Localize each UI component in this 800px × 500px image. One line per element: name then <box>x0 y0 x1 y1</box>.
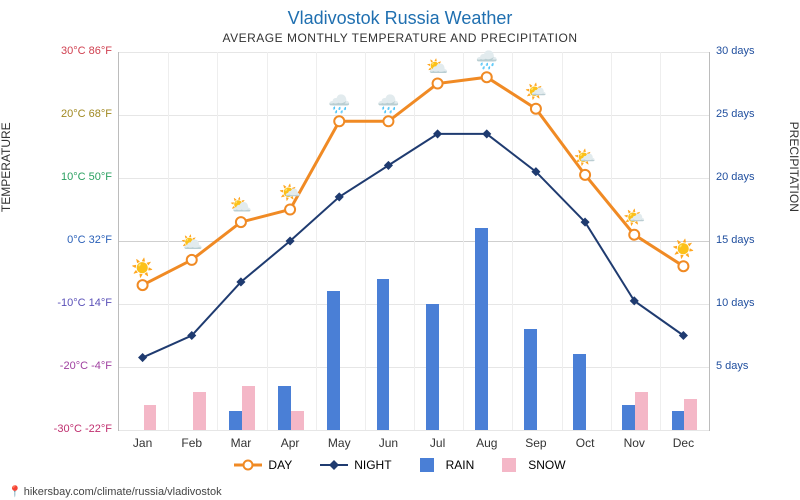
source-url: 📍hikersbay.com/climate/russia/vladivosto… <box>8 485 222 498</box>
snow-bar <box>193 392 206 430</box>
x-tick: Aug <box>476 436 497 450</box>
right-tick: 10 days <box>716 297 755 309</box>
rain-bar <box>229 411 242 430</box>
left-tick: 30°C 86°F <box>34 45 112 57</box>
left-tick: 20°C 68°F <box>34 108 112 120</box>
x-tick: Nov <box>624 436 645 450</box>
legend: DAY NIGHT RAIN SNOW <box>0 458 800 475</box>
legend-item: DAY <box>234 458 292 472</box>
chart-subtitle: AVERAGE MONTHLY TEMPERATURE AND PRECIPIT… <box>0 31 800 45</box>
x-tick: May <box>328 436 351 450</box>
rain-bar <box>426 304 439 430</box>
rain-bar <box>672 411 685 430</box>
legend-item: SNOW <box>502 458 565 472</box>
plot-area <box>118 52 710 431</box>
left-tick: -20°C -4°F <box>34 360 112 372</box>
x-tick: Apr <box>281 436 300 450</box>
right-tick: 25 days <box>716 108 755 120</box>
x-tick: Jun <box>379 436 398 450</box>
rain-bar <box>524 329 537 430</box>
snow-bar <box>144 405 157 430</box>
snow-bar <box>291 411 304 430</box>
x-tick: Jan <box>133 436 152 450</box>
left-axis-label: TEMPERATURE <box>0 122 13 212</box>
rain-bar <box>377 279 390 430</box>
rain-bar <box>573 354 586 430</box>
right-tick: 30 days <box>716 45 755 57</box>
left-tick: -10°C 14°F <box>34 297 112 309</box>
legend-item: RAIN <box>420 458 475 472</box>
right-tick: 5 days <box>716 360 748 372</box>
right-tick: 20 days <box>716 171 755 183</box>
snow-bar <box>242 386 255 430</box>
left-tick: 0°C 32°F <box>34 234 112 246</box>
climate-chart: Vladivostok Russia Weather AVERAGE MONTH… <box>0 0 800 500</box>
x-tick: Mar <box>231 436 252 450</box>
x-tick: Sep <box>525 436 546 450</box>
snow-bar <box>635 392 648 430</box>
x-tick: Jul <box>430 436 445 450</box>
rain-bar <box>475 228 488 430</box>
x-tick: Feb <box>181 436 202 450</box>
source-text: hikersbay.com/climate/russia/vladivostok <box>24 486 222 498</box>
left-tick: -30°C -22°F <box>34 423 112 435</box>
x-tick: Dec <box>673 436 694 450</box>
right-tick: 15 days <box>716 234 755 246</box>
rain-bar <box>278 386 291 430</box>
x-tick: Oct <box>576 436 595 450</box>
rain-bar <box>622 405 635 430</box>
rain-bar <box>327 291 340 430</box>
pin-icon: 📍 <box>8 486 22 498</box>
left-tick: 10°C 50°F <box>34 171 112 183</box>
chart-title: Vladivostok Russia Weather <box>0 0 800 29</box>
snow-bar <box>684 399 697 431</box>
legend-item: NIGHT <box>320 458 391 472</box>
right-axis-label: PRECIPITATION <box>787 122 800 212</box>
